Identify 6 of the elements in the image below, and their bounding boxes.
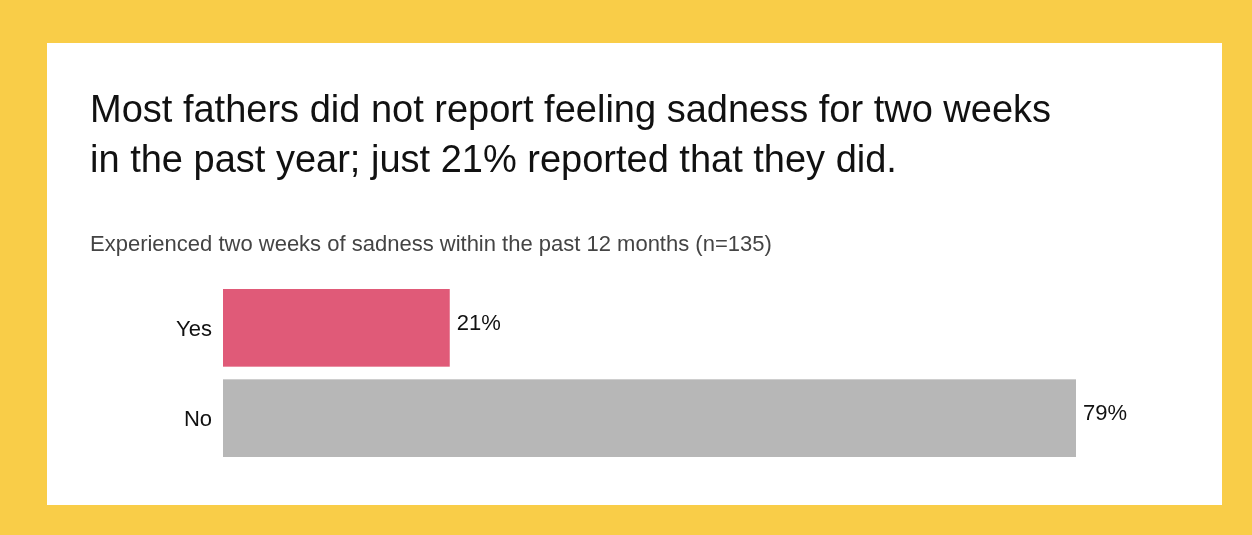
chart-title: Most fathers did not report feeling sadness for two weeks in the past year; just 21% reported that they did. [90,88,1052,180]
chart-subtitle: Experienced two weeks of sadness within the past 12 months (n=135) [90,231,772,256]
y-tick-label: Yes [176,315,212,341]
data-label: 79% [1083,399,1128,425]
data-label: 21% [456,309,501,335]
y-tick-label: No [183,405,212,431]
